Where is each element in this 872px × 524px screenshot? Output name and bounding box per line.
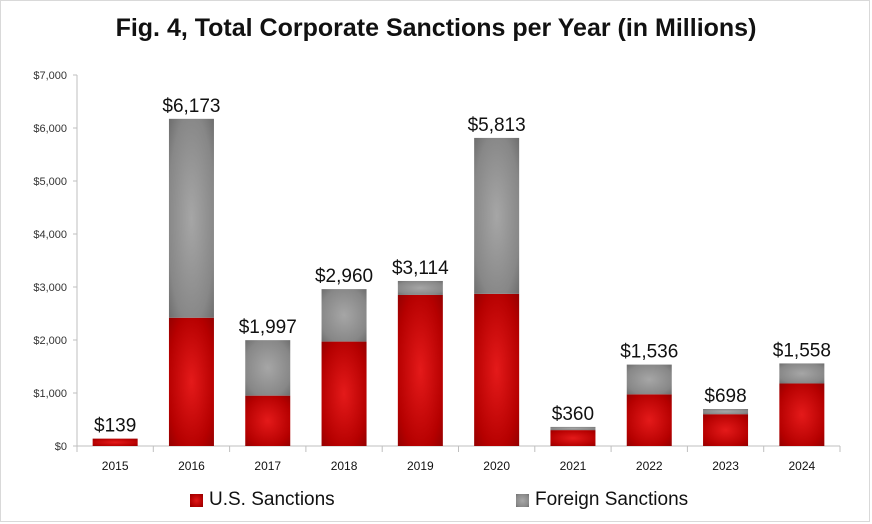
bar-foreign-2024 — [779, 363, 825, 384]
bar-us-2019 — [397, 294, 443, 446]
legend-item-foreign: Foreign Sanctions — [516, 489, 688, 511]
x-tick-label-2019: 2019 — [407, 459, 434, 473]
y-tick-label: $5,000 — [33, 176, 67, 188]
bar-us-2023 — [703, 414, 749, 446]
total-label-2018: $2,960 — [315, 266, 373, 287]
y-tick-label: $0 — [55, 441, 67, 453]
total-label-2024: $1,558 — [773, 340, 831, 361]
bar-us-2018 — [321, 341, 367, 446]
y-tick-label: $4,000 — [33, 229, 67, 241]
legend-swatch-us — [190, 493, 203, 507]
bar-us-2020 — [474, 293, 520, 446]
bar-foreign-2016 — [168, 118, 214, 318]
total-label-2019: $3,114 — [392, 258, 449, 279]
chart-title: Fig. 4, Total Corporate Sanctions per Ye… — [115, 14, 757, 42]
total-label-2022: $1,536 — [620, 342, 678, 363]
legend-label-us: U.S. Sanctions — [209, 489, 335, 510]
legend-swatch-foreign — [516, 493, 529, 507]
legend-item-us: U.S. Sanctions — [190, 489, 335, 511]
bar-foreign-2021 — [550, 426, 596, 431]
total-label-2021: $360 — [552, 404, 594, 425]
x-tick-label-2016: 2016 — [178, 459, 205, 473]
x-tick-label-2015: 2015 — [102, 459, 129, 473]
bar-foreign-2020 — [474, 137, 520, 294]
bar-us-2015 — [92, 438, 138, 446]
bar-us-2016 — [168, 317, 214, 446]
y-tick-label: $2,000 — [33, 335, 67, 347]
legend: U.S. Sanctions Foreign Sanctions — [0, 489, 872, 515]
bar-us-2017 — [245, 395, 291, 446]
y-tick-label: $6,000 — [33, 123, 67, 135]
y-tick-label: $7,000 — [33, 70, 67, 82]
total-label-2020: $5,813 — [468, 115, 526, 136]
x-tick-label-2022: 2022 — [636, 459, 663, 473]
total-label-2015: $139 — [94, 416, 136, 437]
total-label-2023: $698 — [704, 386, 746, 407]
bar-us-2022 — [626, 394, 672, 446]
x-tick-label-2017: 2017 — [254, 459, 281, 473]
x-tick-label-2018: 2018 — [331, 459, 358, 473]
total-label-2016: $6,173 — [162, 96, 220, 117]
bar-us-2024 — [779, 383, 825, 446]
x-tick-label-2023: 2023 — [712, 459, 739, 473]
bar-foreign-2018 — [321, 289, 367, 342]
x-tick-label-2020: 2020 — [483, 459, 510, 473]
bar-foreign-2017 — [245, 340, 291, 396]
bar-us-2021 — [550, 430, 596, 446]
x-tick-label-2021: 2021 — [560, 459, 587, 473]
legend-label-foreign: Foreign Sanctions — [535, 489, 689, 510]
bar-foreign-2019 — [397, 280, 443, 295]
y-tick-label: $3,000 — [33, 282, 67, 294]
total-label-2017: $1,997 — [239, 317, 297, 338]
x-tick-label-2024: 2024 — [788, 459, 815, 473]
y-tick-label: $1,000 — [33, 388, 67, 400]
bar-foreign-2022 — [626, 364, 672, 395]
bar-foreign-2023 — [703, 409, 749, 415]
